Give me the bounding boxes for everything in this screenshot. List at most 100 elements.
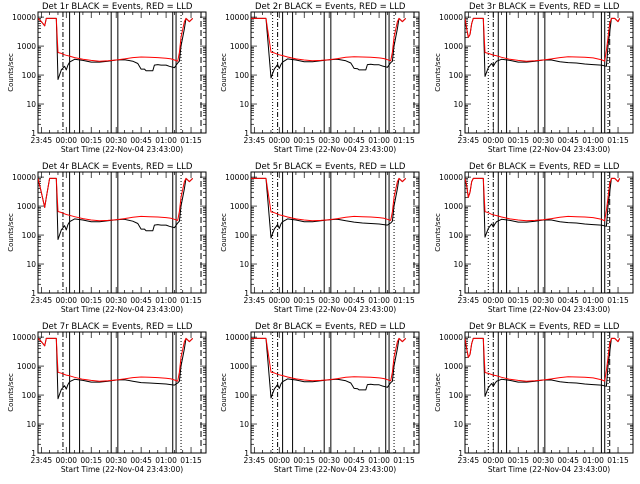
chart-panel-8: Det 8r BLACK = Events, RED = LLD 1 10 100 10… [220,322,420,474]
x-axis-label: Start Time (22-Nov-04 23:43:00) [274,145,396,154]
y-axis-label: Counts/sec [434,373,442,412]
series-lld-line [38,177,194,222]
x-tick-label: 01:00 [368,456,390,465]
x-tick-label: 00:45 [343,296,365,305]
y-tick-label: 100 [235,231,250,240]
x-tick-label: 01:15 [607,456,629,465]
y-tick-label: 1 [458,129,463,138]
plot-frame [250,171,420,294]
y-tick-label: 10000 [12,333,36,342]
chart-title: Det 2r BLACK = Events, RED = LLD [255,2,406,12]
y-axis-label: Counts/sec [220,373,228,412]
series-lld-line [465,177,621,222]
x-tick-label: 00:30 [532,456,554,465]
chart-title: Det 8r BLACK = Events, RED = LLD [255,322,406,332]
x-tick-label: 00:15 [507,296,529,305]
x-tick-label: 00:30 [105,136,127,145]
chart-panel-7: Det 7r BLACK = Events, RED = LLD 1 10 100 10… [7,322,207,474]
series-events-line [38,177,194,240]
y-tick-label: 10 [453,260,463,269]
y-tick-label: 10 [453,420,463,429]
y-axis-label: Counts/sec [7,373,15,412]
chart-panel-3: Det 3r BLACK = Events, RED = LLD 1 10 100 10… [434,2,634,154]
chart-panel-5: Det 5r BLACK = Events, RED = LLD 1 10 100 10… [220,162,420,314]
chart-panel-2: Det 2r BLACK = Events, RED = LLD 1 10 100 10… [220,2,420,154]
series-lld-line [38,337,194,382]
x-tick-label: 00:15 [293,296,315,305]
x-tick-label: 00:45 [130,456,152,465]
x-tick-label: 01:15 [393,456,415,465]
y-tick-label: 10 [239,420,249,429]
y-tick-label: 10 [239,100,249,109]
x-tick-label: 00:00 [482,296,504,305]
x-tick-label: 00:30 [318,296,340,305]
y-tick-label: 1000 [444,362,463,371]
chart-panel-6: Det 6r BLACK = Events, RED = LLD 1 10 100 10… [434,162,634,314]
x-axis-label: Start Time (22-Nov-04 23:43:00) [274,465,396,474]
y-tick-label: 1000 [17,202,36,211]
x-tick-label: 00:15 [80,136,102,145]
x-tick-label: 23:45 [31,456,53,465]
y-axis-label: Counts/sec [7,213,15,252]
y-tick-label: 100 [22,231,37,240]
y-tick-label: 100 [22,391,37,400]
x-axis-label: Start Time (22-Nov-04 23:43:00) [61,465,183,474]
y-axis-label: Counts/sec [220,213,228,252]
x-tick-label: 23:45 [31,296,53,305]
y-tick-label: 100 [449,391,464,400]
x-tick-label: 00:45 [130,136,152,145]
y-tick-label: 1 [244,129,249,138]
y-axis-label: Counts/sec [434,53,442,92]
y-tick-label: 1000 [17,42,36,51]
x-axis-label: Start Time (22-Nov-04 23:43:00) [274,305,396,314]
x-tick-label: 00:30 [318,136,340,145]
x-tick-label: 00:45 [557,296,579,305]
y-tick-label: 100 [235,71,250,80]
plot-frame [464,171,634,294]
y-tick-label: 10 [453,100,463,109]
x-tick-label: 00:00 [268,296,290,305]
x-tick-label: 01:15 [180,136,202,145]
y-tick-label: 1000 [230,362,249,371]
x-tick-label: 23:45 [244,456,266,465]
plot-frame [37,11,207,134]
chart-title: Det 5r BLACK = Events, RED = LLD [255,162,406,172]
chart-title: Det 3r BLACK = Events, RED = LLD [469,2,620,12]
y-axis-label: Counts/sec [220,53,228,92]
chart-panel-4: Det 4r BLACK = Events, RED = LLD 1 10 100 10… [7,162,207,314]
x-tick-label: 00:00 [55,136,77,145]
plot-frame [250,331,420,454]
x-tick-label: 01:15 [180,296,202,305]
x-tick-label: 23:45 [458,296,480,305]
y-tick-label: 1 [31,129,36,138]
x-tick-label: 00:45 [130,296,152,305]
x-tick-label: 01:00 [155,296,177,305]
x-tick-label: 23:45 [244,296,266,305]
x-tick-label: 01:00 [582,136,604,145]
y-tick-label: 10000 [439,13,463,22]
y-tick-label: 100 [449,231,464,240]
y-tick-label: 10000 [12,173,36,182]
x-tick-label: 01:00 [368,136,390,145]
chart-title: Det 9r BLACK = Events, RED = LLD [469,322,620,332]
y-tick-label: 1000 [17,362,36,371]
x-tick-label: 00:00 [55,296,77,305]
x-tick-label: 00:15 [507,456,529,465]
chart-title: Det 4r BLACK = Events, RED = LLD [42,162,193,172]
chart-panel-9: Det 9r BLACK = Events, RED = LLD 1 10 100 10… [434,322,634,474]
y-tick-label: 10000 [439,173,463,182]
x-axis-label: Start Time (22-Nov-04 23:43:00) [488,465,610,474]
plot-frame [250,11,420,134]
y-tick-label: 1000 [444,202,463,211]
y-tick-label: 1000 [444,42,463,51]
y-tick-label: 1 [458,289,463,298]
x-tick-label: 00:15 [80,296,102,305]
y-tick-label: 1000 [230,42,249,51]
x-tick-label: 00:00 [482,136,504,145]
y-tick-label: 100 [235,391,250,400]
y-tick-label: 1 [31,449,36,458]
x-tick-label: 00:15 [293,136,315,145]
x-axis-label: Start Time (22-Nov-04 23:43:00) [488,305,610,314]
x-tick-label: 00:30 [532,296,554,305]
